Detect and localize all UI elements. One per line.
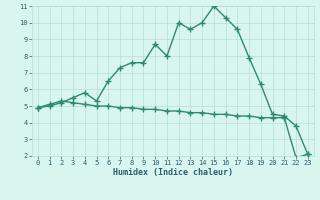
X-axis label: Humidex (Indice chaleur): Humidex (Indice chaleur) — [113, 168, 233, 177]
